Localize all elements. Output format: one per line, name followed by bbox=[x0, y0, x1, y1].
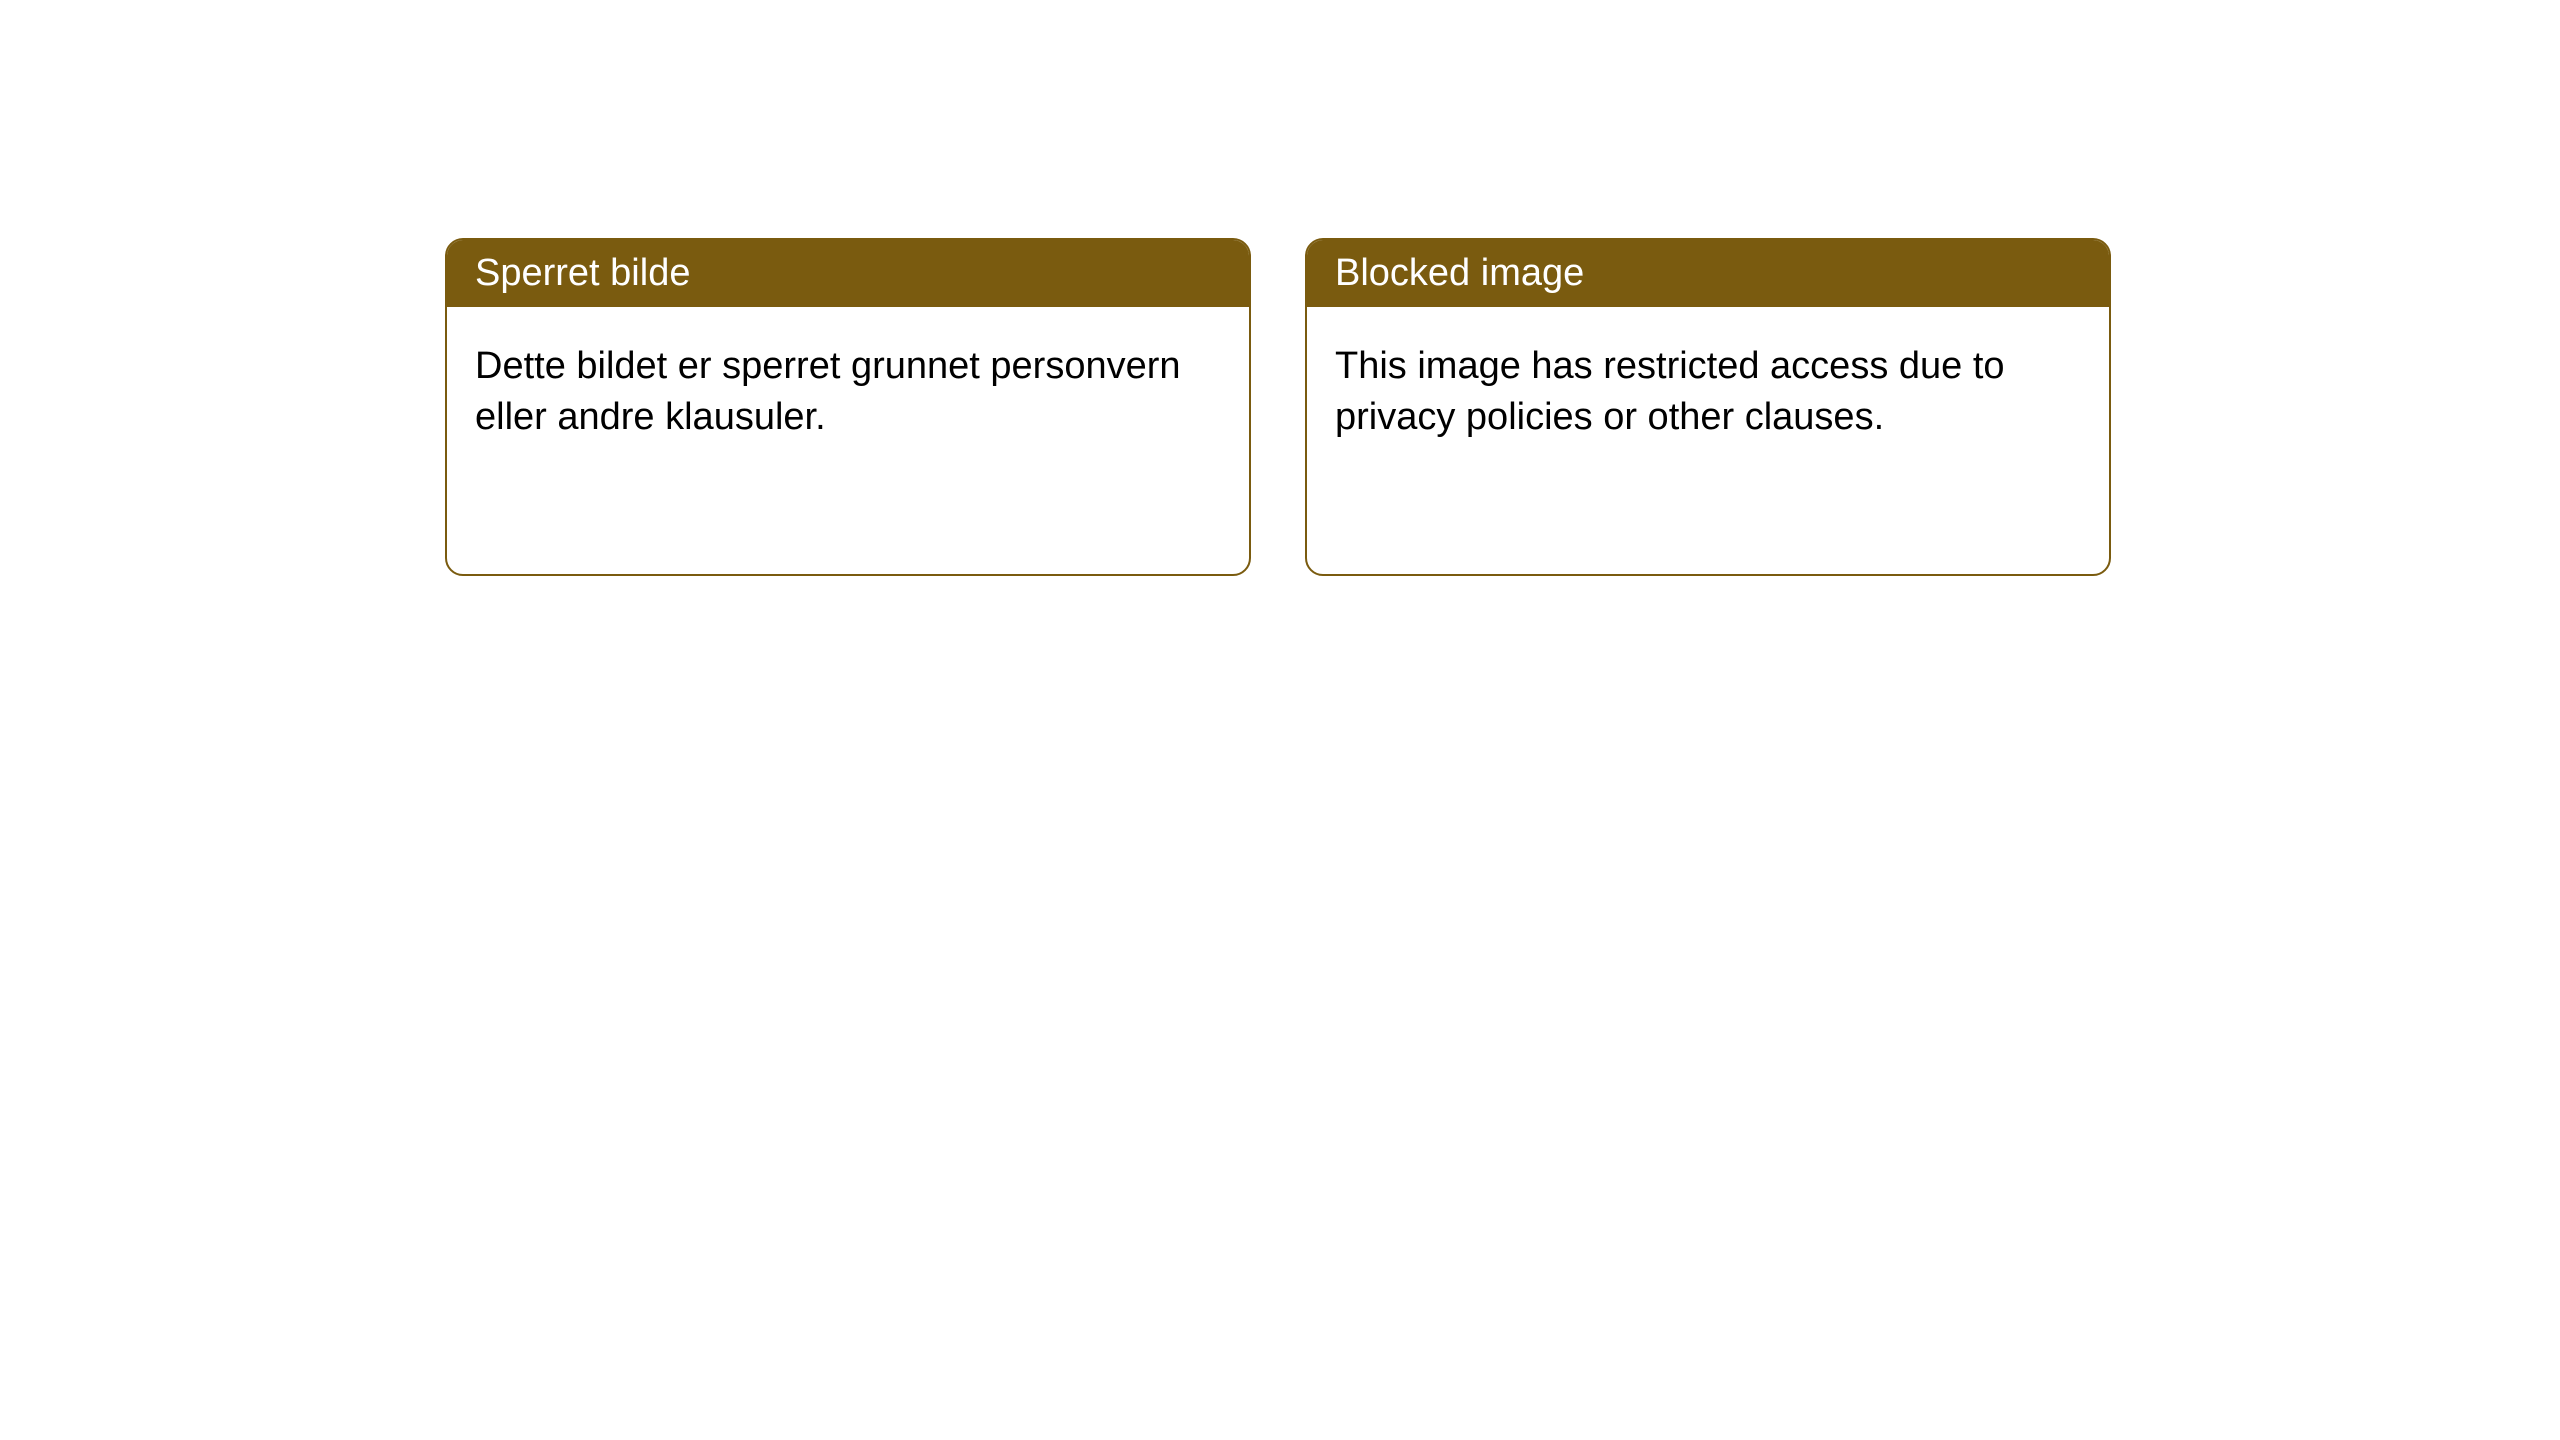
card-title-english: Blocked image bbox=[1335, 252, 1584, 294]
card-body-english: This image has restricted access due to … bbox=[1307, 307, 2109, 478]
card-body-norwegian: Dette bildet er sperret grunnet personve… bbox=[447, 307, 1249, 478]
card-title-norwegian: Sperret bilde bbox=[475, 252, 690, 294]
card-header-norwegian: Sperret bilde bbox=[447, 240, 1249, 307]
card-header-english: Blocked image bbox=[1307, 240, 2109, 307]
notice-card-english: Blocked image This image has restricted … bbox=[1305, 238, 2111, 576]
card-message-english: This image has restricted access due to … bbox=[1335, 345, 2005, 438]
notice-card-norwegian: Sperret bilde Dette bildet er sperret gr… bbox=[445, 238, 1251, 576]
notice-container: Sperret bilde Dette bildet er sperret gr… bbox=[0, 0, 2560, 576]
card-message-norwegian: Dette bildet er sperret grunnet personve… bbox=[475, 345, 1181, 438]
